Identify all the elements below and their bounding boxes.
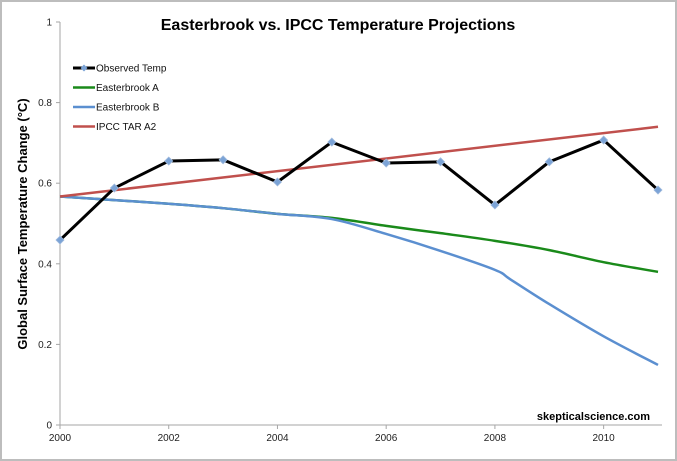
- y-tick-label: 0.8: [38, 98, 52, 109]
- data-point-observed-temp: [599, 135, 609, 145]
- series-line-easterbrook-a: [59, 195, 659, 274]
- data-point-observed-temp: [490, 200, 500, 210]
- x-tick-label: 2004: [266, 433, 289, 444]
- data-point-observed-temp: [164, 156, 174, 166]
- x-axis: 2000 2002 2004 2006 2008 2010: [49, 424, 662, 444]
- legend-label-easterbrook-a: Easterbrook A: [96, 83, 159, 94]
- x-tick-label: 2006: [375, 433, 398, 444]
- data-point-observed-temp: [109, 183, 119, 193]
- data-point-observed-temp: [272, 177, 283, 187]
- data-point-observed-temp: [55, 235, 65, 245]
- data-point-observed-temp: [544, 157, 554, 167]
- y-tick-label: 1: [46, 18, 52, 29]
- x-tick-label: 2002: [158, 433, 181, 444]
- legend-label-ipcc-tar-a2: IPCC TAR A2: [96, 122, 157, 133]
- x-tick-label: 2008: [484, 433, 507, 444]
- y-axis-label: Global Surface Temperature Change (°C): [15, 98, 30, 349]
- y-tick-label: 0: [46, 421, 52, 432]
- series-line-easterbrook-b: [59, 195, 659, 367]
- series-layer: [55, 125, 663, 367]
- legend-marker-observed-temp: [80, 64, 88, 72]
- y-tick-label: 0.2: [38, 340, 52, 351]
- data-point-observed-temp: [218, 155, 228, 165]
- series-line-ipcc-tar-a2: [59, 125, 659, 198]
- y-tick-label: 0.4: [38, 259, 52, 270]
- data-point-observed-temp: [381, 158, 391, 168]
- data-point-observed-temp: [327, 137, 337, 147]
- y-tick-label: 0.6: [38, 179, 52, 190]
- x-tick-label: 2000: [49, 433, 72, 444]
- x-tick-label: 2010: [593, 433, 616, 444]
- data-point-observed-temp: [653, 185, 663, 195]
- data-point-observed-temp: [435, 157, 446, 167]
- legend: Observed Temp Easterbrook A Easterbrook B I…: [73, 64, 167, 133]
- watermark-annotation: skepticalscience.com: [537, 411, 650, 423]
- chart-title: Easterbrook vs. IPCC Temperature Project…: [161, 17, 516, 34]
- legend-label-easterbrook-b: Easterbrook B: [96, 103, 160, 114]
- y-axis: 0 0.2 0.4 0.6 0.8 1: [38, 18, 61, 432]
- series-line-observed-temp: [58, 138, 660, 242]
- legend-label-observed-temp: Observed Temp: [96, 64, 167, 75]
